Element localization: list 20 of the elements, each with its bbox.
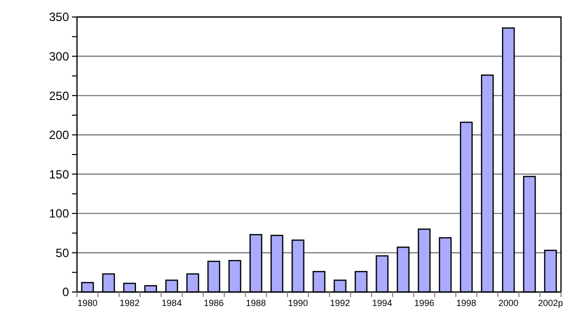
y-tick-label: 300 [48, 49, 70, 64]
y-tick-label: 250 [48, 88, 70, 103]
x-tick-label: 1986 [204, 298, 224, 308]
y-tick-label: 0 [62, 285, 70, 300]
x-tick-label: 1990 [288, 298, 308, 308]
x-tick-label: 1992 [330, 298, 350, 308]
y-tick-label: 100 [48, 206, 70, 221]
y-tick-label: 350 [48, 10, 70, 24]
x-tick-label: 1988 [246, 298, 266, 308]
x-tick-label: 1994 [372, 298, 392, 308]
x-tick-label: 1980 [78, 298, 98, 308]
x-tick-label: 1982 [120, 298, 140, 308]
y-tick-label: 50 [56, 246, 70, 260]
x-tick-label: 1996 [414, 298, 434, 308]
y-tick-label: 200 [48, 128, 70, 142]
x-tick-label: 1984 [162, 298, 182, 308]
x-tick-label: 2002p [538, 298, 563, 308]
x-tick-label: 2000 [498, 298, 518, 308]
y-tick-label: 150 [48, 167, 70, 182]
x-tick-label: 1998 [456, 298, 476, 308]
